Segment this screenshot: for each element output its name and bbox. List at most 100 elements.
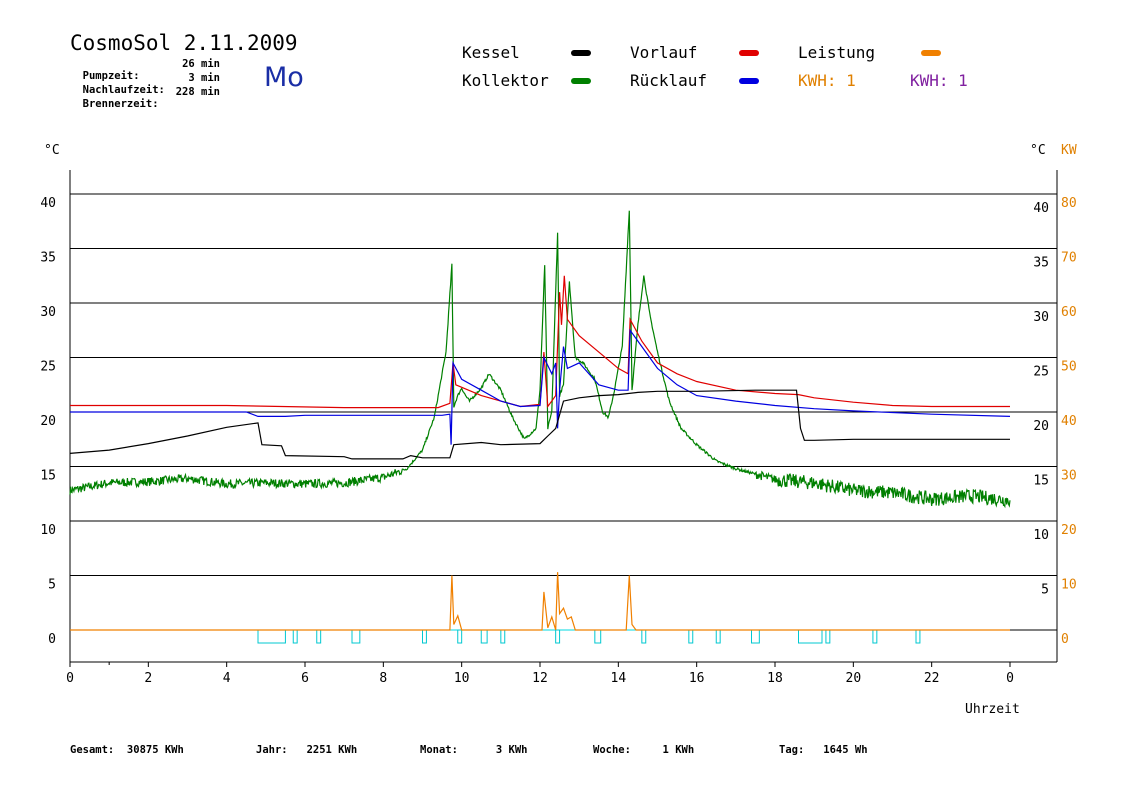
pump-pulse-4 xyxy=(422,629,427,644)
footer-jahr: Jahr: 2251 KWh xyxy=(256,744,357,756)
brennerzeit-value: 228 min xyxy=(175,86,220,98)
footer-woche-value: 1 KWh xyxy=(662,744,695,756)
pump-pulse-8 xyxy=(555,629,561,644)
legend-label-vorlauf: Vorlauf xyxy=(630,43,698,62)
footer-gesamt: Gesamt: 30875 KWh xyxy=(70,744,184,756)
y-tick-right-c-35: 35 xyxy=(1033,256,1049,271)
y-tick-left-30: 30 xyxy=(40,305,56,320)
pump-pulse-17 xyxy=(915,629,921,644)
pump-pulse-11 xyxy=(688,629,694,644)
pump-pulse-0 xyxy=(257,629,286,644)
footer-monat: Monat: 3 KWh xyxy=(420,744,527,756)
pump-pulse-3 xyxy=(351,629,361,644)
pump-pulse-13 xyxy=(751,629,760,644)
pump-pulse-7 xyxy=(500,629,506,644)
brennerzeit-label: Brennerzeit: xyxy=(82,98,159,110)
pump-pulse-16 xyxy=(872,629,878,644)
y-tick-left-40: 40 xyxy=(40,196,56,211)
y-tick-right-kw-0: 0 xyxy=(1061,632,1069,647)
y-tick-right-c-25: 25 xyxy=(1033,365,1049,380)
y-tick-right-c-30: 30 xyxy=(1033,310,1049,325)
x-tick-label-7: 14 xyxy=(611,671,627,686)
footer-monat-value: 3 KWh xyxy=(495,744,528,756)
pumpzeit-value: 26 min xyxy=(182,58,220,70)
legend-swatch-vorlauf xyxy=(739,50,759,56)
right-unit-kw: KW xyxy=(1061,143,1077,158)
y-tick-right-c-40: 40 xyxy=(1033,201,1049,216)
legend-label-kollektor: Kollektor xyxy=(462,71,549,90)
legend-label-kessel: Kessel xyxy=(462,43,520,62)
y-tick-left-15: 15 xyxy=(40,469,56,484)
x-tick-label-5: 10 xyxy=(454,671,470,686)
y-tick-left-20: 20 xyxy=(40,414,56,429)
page-title: CosmoSol 2.11.2009 xyxy=(70,31,298,55)
y-tick-left-0: 0 xyxy=(48,632,56,647)
x-tick-label-10: 20 xyxy=(846,671,862,686)
pump-pulse-15 xyxy=(825,629,831,644)
right-unit-celsius: °C xyxy=(1030,143,1046,158)
y-tick-right-kw-50: 50 xyxy=(1061,360,1077,375)
series-line-kollektor xyxy=(69,210,1011,509)
pump-pulse-5 xyxy=(457,629,463,644)
y-tick-left-10: 10 xyxy=(40,523,56,538)
footer-tag-label: Tag: xyxy=(779,744,805,756)
y-tick-right-c-10: 10 xyxy=(1033,528,1049,543)
y-tick-right-kw-70: 70 xyxy=(1061,251,1077,266)
x-tick-label-8: 16 xyxy=(689,671,705,686)
x-tick-label-11: 22 xyxy=(924,671,940,686)
legend-swatch-leistung xyxy=(921,50,941,56)
x-tick-label-6: 12 xyxy=(532,671,548,686)
pump-pulse-9 xyxy=(594,629,602,644)
brennerzeit-row: Brennerzeit: 228 min xyxy=(70,86,220,110)
x-tick-label-12: 0 xyxy=(1006,671,1014,686)
footer-jahr-value: 2251 KWh xyxy=(306,744,358,756)
pump-pulse-10 xyxy=(641,629,647,644)
x-tick-label-3: 6 xyxy=(301,671,309,686)
series-line-vorlauf xyxy=(70,275,1010,409)
pump-pulse-1 xyxy=(292,629,298,644)
footer-tag-value: 1645 Wh xyxy=(823,744,868,756)
y-tick-left-35: 35 xyxy=(40,251,56,266)
nachlaufzeit-row: Nachlaufzeit: 3 min xyxy=(70,72,220,96)
y-tick-right-kw-40: 40 xyxy=(1061,414,1077,429)
x-tick-label-2: 4 xyxy=(223,671,231,686)
pump-pulse-12 xyxy=(715,629,721,644)
x-tick-label-9: 18 xyxy=(767,671,783,686)
left-unit-label: °C xyxy=(44,143,60,158)
kwh-second: KWH: 1 xyxy=(910,71,968,90)
footer-gesamt-label: Gesamt: xyxy=(70,744,115,756)
footer-woche: Woche: 1 KWh xyxy=(593,744,694,756)
legend-swatch-ruecklauf xyxy=(739,78,759,84)
footer-jahr-label: Jahr: xyxy=(256,744,288,756)
nachlaufzeit-value: 3 min xyxy=(188,72,220,84)
footer-tag: Tag: 1645 Wh xyxy=(779,744,868,756)
y-tick-right-c-5: 5 xyxy=(1041,583,1049,598)
legend-label-ruecklauf: Rücklauf xyxy=(630,71,708,90)
series-line-leistung xyxy=(70,572,1010,631)
weekday-label: Mo xyxy=(264,62,304,93)
footer-gesamt-value: 30875 KWh xyxy=(126,744,184,756)
kwh-leistung: KWH: 1 xyxy=(798,71,856,90)
footer-woche-label: Woche: xyxy=(593,744,631,756)
y-tick-right-kw-60: 60 xyxy=(1061,305,1077,320)
x-tick-label-0: 0 xyxy=(66,671,74,686)
footer-monat-label: Monat: xyxy=(420,744,458,756)
y-tick-left-25: 25 xyxy=(40,360,56,375)
y-tick-left-5: 5 xyxy=(48,578,56,593)
y-tick-right-kw-20: 20 xyxy=(1061,523,1077,538)
legend-swatch-kollektor xyxy=(571,78,591,84)
x-tick-label-1: 2 xyxy=(144,671,152,686)
x-axis-label: Uhrzeit xyxy=(965,702,1020,717)
x-tick-label-4: 8 xyxy=(379,671,387,686)
y-tick-right-c-20: 20 xyxy=(1033,419,1049,434)
pump-pulse-14 xyxy=(798,629,823,644)
pumpzeit-row: Pumpzeit: 26 min xyxy=(70,58,220,82)
nachlaufzeit-label: Nachlaufzeit: xyxy=(82,84,165,96)
series-line-kessel xyxy=(69,389,1010,460)
legend-label-leistung: Leistung xyxy=(798,43,876,62)
y-tick-right-kw-80: 80 xyxy=(1061,196,1077,211)
y-tick-right-c-15: 15 xyxy=(1033,474,1049,489)
pump-pulse-2 xyxy=(316,629,322,644)
series-line-ruecklauf xyxy=(70,328,1011,445)
